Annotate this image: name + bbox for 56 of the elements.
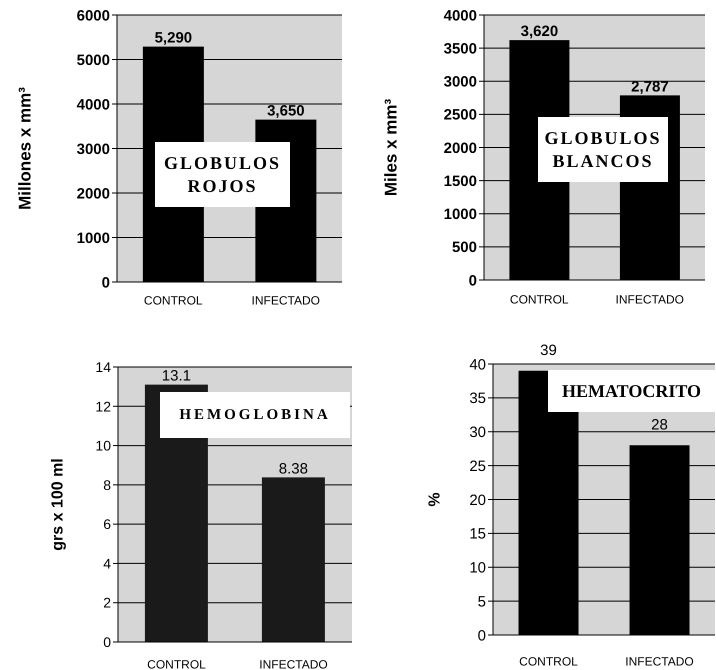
y-tick-label: 3000 xyxy=(444,74,477,91)
y-axis-title: Miles x mm³ xyxy=(382,98,400,196)
data-label: 3,620 xyxy=(520,23,558,40)
y-tick-label: 6 xyxy=(103,516,112,532)
text: HEMATOCRITO xyxy=(548,370,715,412)
y-tick-label: 35 xyxy=(469,390,486,408)
data-label: 3,650 xyxy=(267,102,305,120)
y-tick-label: 8 xyxy=(103,476,112,493)
y-axis-title: % xyxy=(426,492,444,507)
y-tick-label: 4000 xyxy=(444,7,477,24)
y-tick-label: 5000 xyxy=(76,52,110,69)
y-tick-label: 1000 xyxy=(444,206,477,224)
y-tick-label: 20 xyxy=(469,492,486,509)
y-tick-label: 2000 xyxy=(76,185,110,202)
y-tick-label: 0 xyxy=(102,274,110,292)
text: GLOBULOS ROJOS xyxy=(155,142,290,207)
x-tick-label: CONTROL xyxy=(144,294,203,308)
y-tick-label: 15 xyxy=(469,526,486,543)
y-axis-title: grs x 100 ml xyxy=(50,458,66,551)
x-tick-label: CONTROL xyxy=(147,658,206,670)
y-tick-label: 0 xyxy=(478,627,486,644)
data-label: 8.38 xyxy=(278,460,308,478)
data-label: 5,290 xyxy=(154,30,192,47)
y-tick-label: 10 xyxy=(469,560,486,577)
x-tick-label: INFECTADO xyxy=(252,294,320,308)
y-tick-label: 6000 xyxy=(76,7,110,24)
y-tick-label: 30 xyxy=(469,424,486,442)
y-axis-title: Millones x mm³ xyxy=(16,86,34,210)
y-tick-label: 40 xyxy=(469,356,486,374)
data-label: 13.1 xyxy=(162,368,192,385)
x-tick-label: CONTROL xyxy=(519,654,578,669)
y-tick-label: 2000 xyxy=(444,140,477,157)
y-tick-label: 5 xyxy=(478,593,486,610)
y-tick-label: 10 xyxy=(95,438,112,454)
y-tick-label: 0 xyxy=(468,272,477,290)
y-tick-label: 4 xyxy=(103,555,112,572)
y-tick-label: 3000 xyxy=(76,140,110,158)
x-tick-label: INFECTADO xyxy=(625,654,694,669)
y-tick-label: 12 xyxy=(95,398,112,414)
x-tick-label: CONTROL xyxy=(510,292,569,307)
x-tick-label: INFECTADO xyxy=(259,658,328,670)
y-tick-label: 2 xyxy=(103,594,112,611)
y-tick-label: 0 xyxy=(103,634,112,650)
y-tick-label: 1500 xyxy=(444,172,477,190)
y-tick-label: 14 xyxy=(95,358,112,375)
text: HEMOGLOBINA xyxy=(160,392,350,438)
data-label: 28 xyxy=(651,416,668,434)
data-label: 39 xyxy=(540,342,557,359)
y-tick-label: 2500 xyxy=(444,106,477,124)
y-tick-label: 1000 xyxy=(76,230,110,247)
x-tick-label: INFECTADO xyxy=(616,292,684,307)
text: GLOBULOS BLANCOS xyxy=(538,117,668,182)
y-tick-label: 4000 xyxy=(76,96,110,114)
y-tick-label: 3500 xyxy=(444,40,477,58)
y-tick-label: 25 xyxy=(469,458,486,475)
y-tick-label: 500 xyxy=(452,239,477,256)
